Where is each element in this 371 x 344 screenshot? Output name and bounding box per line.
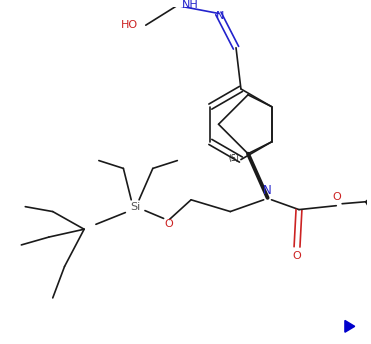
Text: O: O (293, 251, 301, 261)
Text: O: O (333, 192, 342, 202)
Text: Si: Si (130, 202, 140, 212)
Text: O: O (164, 219, 173, 229)
Polygon shape (345, 321, 355, 332)
Text: HO: HO (121, 20, 138, 30)
Text: NH: NH (182, 0, 199, 10)
Text: (S): (S) (229, 154, 240, 163)
Text: N: N (263, 184, 272, 197)
Text: N: N (216, 11, 224, 21)
